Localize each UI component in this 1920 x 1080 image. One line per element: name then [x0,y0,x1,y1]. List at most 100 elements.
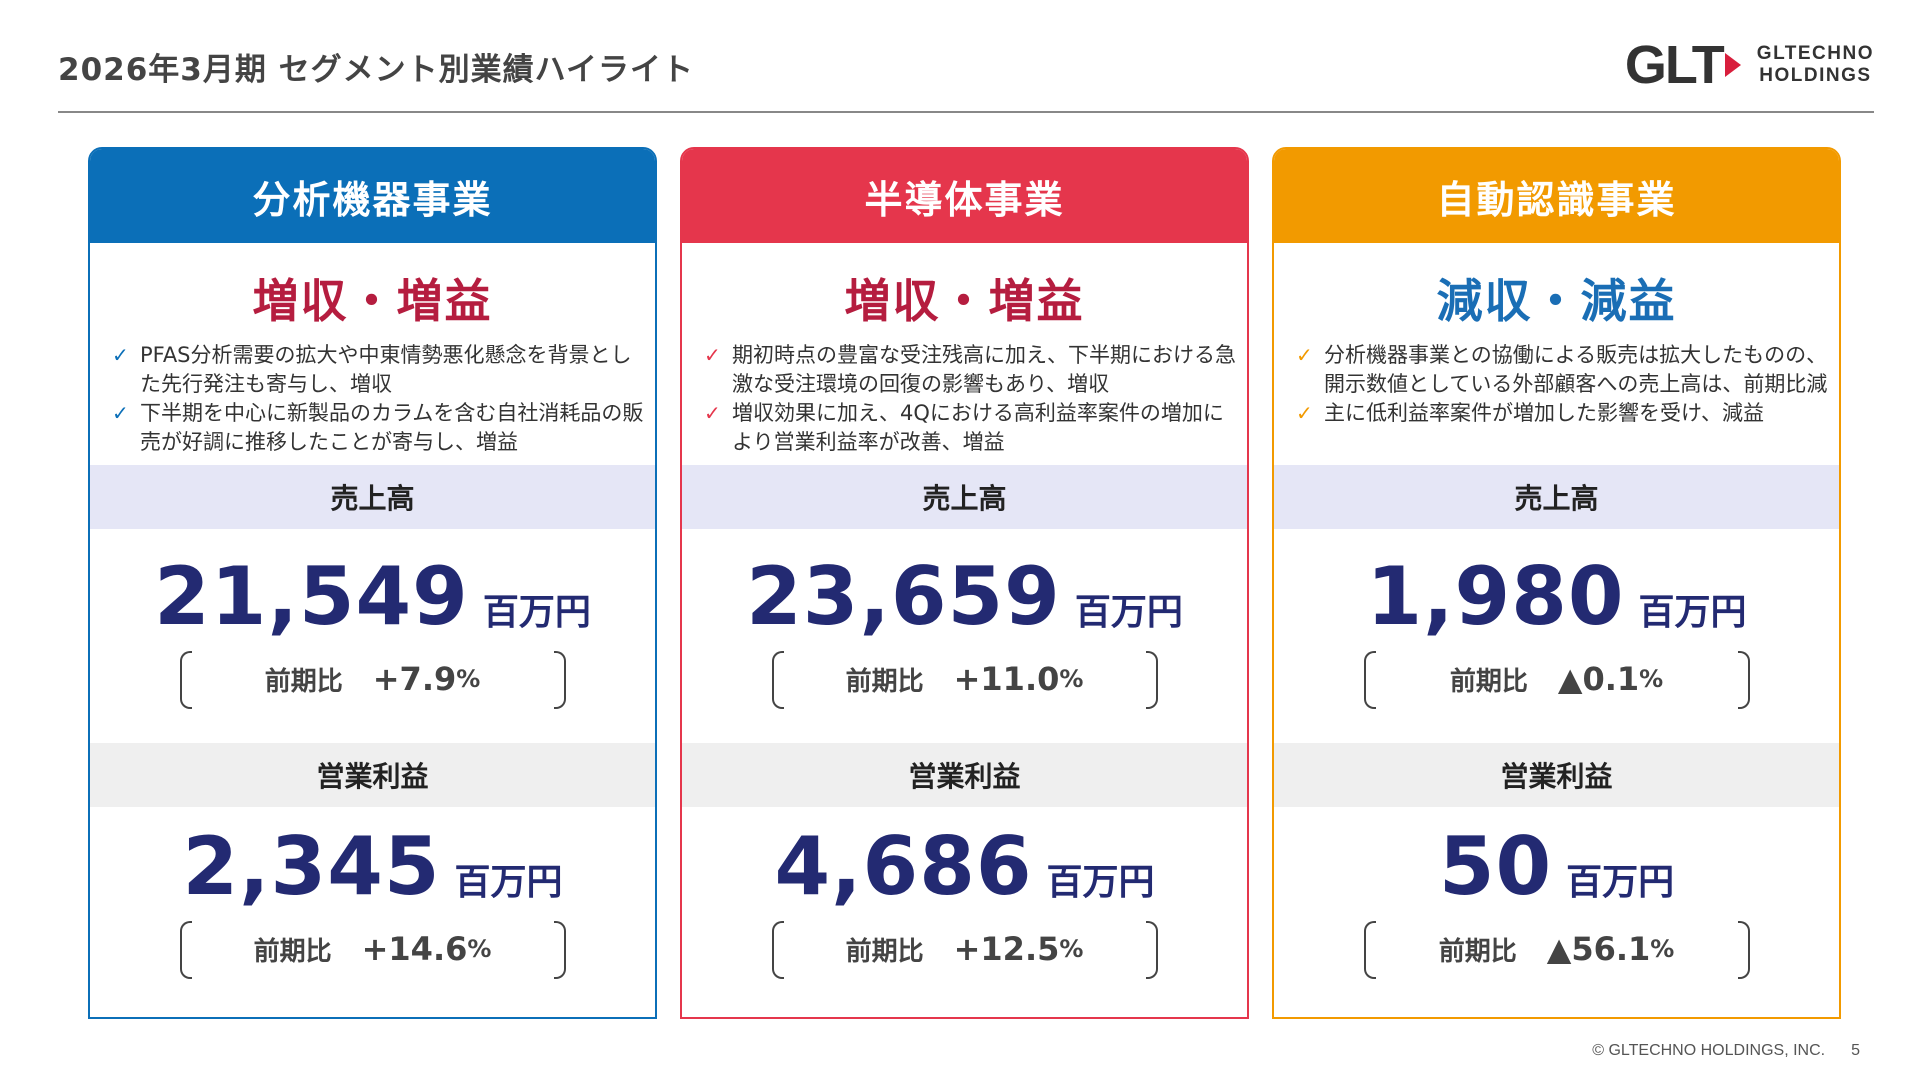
bullet-list: ✓ PFAS分析需要の拡大や中東情勢悪化懸念を背景とした先行発注も寄与し、増収 ✓… [90,341,655,465]
check-icon: ✓ [1296,343,1313,367]
logo-mark: GLT [1624,35,1725,95]
sales-label: 売上高 [682,465,1247,529]
yoy-label: 前期比 [264,666,343,697]
logo-line-2: HOLDINGS [1759,65,1872,86]
check-icon: ✓ [704,401,721,425]
bracket-right [1145,651,1158,709]
yoy-label: 前期比 [1438,936,1517,967]
profit-value: 2,345 [182,820,441,913]
yoy-label: 前期比 [845,666,924,697]
sales-value: 1,980 [1366,550,1625,643]
segment-card-auto-id: 自動認識事業 減収・減益 ✓ 分析機器事業との協働による販売は拡大したものの、開示… [1272,147,1841,1019]
yoy-value: +12.5 [953,930,1060,968]
bracket-right [1145,921,1158,979]
bullet-text: 分析機器事業との協働による販売は拡大したものの、開示数値としている外部顧客への売… [1324,343,1828,396]
segment-verdict: 増収・増益 [252,274,493,328]
yoy-value: +14.6 [361,930,468,968]
yoy-percent: % [1059,935,1084,963]
check-icon: ✓ [1296,401,1313,425]
profit-yoy: 前期比 ▲56.1 % [1363,921,1750,979]
yoy-label: 前期比 [253,936,332,967]
sales-label: 売上高 [1274,465,1839,529]
bullet-text: 増収効果に加え、4Qにおける高利益率案件の増加により営業利益率が改善、増益 [732,401,1224,454]
segment-verdict: 減収・減益 [1436,274,1677,328]
profit-unit: 百万円 [454,862,563,903]
bracket-left [1363,651,1376,709]
profit-yoy: 前期比 +14.6 % [179,921,566,979]
yoy-value: +7.9 [372,660,457,698]
sales-figure: 21,549 百万円 [90,557,655,637]
sales-value: 21,549 [154,550,469,643]
bullet-text: 主に低利益率案件が増加した影響を受け、減益 [1324,401,1764,425]
profit-figure: 2,345 百万円 [90,827,655,907]
sales-unit: 百万円 [482,592,591,633]
profit-label: 営業利益 [1274,743,1839,807]
bullet-list: ✓ 分析機器事業との協働による販売は拡大したものの、開示数値としている外部顧客への… [1274,341,1839,465]
logo-line-1: GLTECHNO [1756,43,1874,65]
sales-yoy: 前期比 +11.0 % [771,651,1158,709]
segment-title: 分析機器事業 [90,149,655,243]
profit-label: 営業利益 [682,743,1247,807]
bracket-right [1737,651,1750,709]
check-icon: ✓ [704,343,721,367]
yoy-label: 前期比 [845,936,924,967]
yoy-value: +11.0 [953,660,1060,698]
list-item: ✓ 下半期を中心に新製品のカラムを含む自社消耗品の販売が好調に推移したことが寄与し… [110,399,645,457]
logo-text: GLTECHNO HOLDINGS [1757,43,1874,87]
segment-title: 自動認識事業 [1274,149,1839,243]
list-item: ✓ 期初時点の豊富な受注残高に加え、下半期における急激な受注環境の回復の影響もあり… [702,341,1237,399]
segment-verdict: 増収・増益 [844,274,1085,328]
yoy-percent: % [456,665,481,693]
yoy-percent: % [1639,665,1664,693]
bracket-left [179,651,192,709]
yoy-value: ▲0.1 [1557,660,1640,698]
profit-unit: 百万円 [1046,862,1155,903]
bracket-right [553,651,566,709]
check-icon: ✓ [112,343,129,367]
yoy-percent: % [1650,935,1675,963]
bullet-text: 下半期を中心に新製品のカラムを含む自社消耗品の販売が好調に推移したことが寄与し、… [140,401,644,454]
yoy-label: 前期比 [1449,666,1528,697]
segment-card-analytical: 分析機器事業 増収・増益 ✓ PFAS分析需要の拡大や中東情勢悪化懸念を背景とした… [88,147,657,1019]
sales-figure: 23,659 百万円 [682,557,1247,637]
footer: © GLTECHNO HOLDINGS, INC. 5 [1592,1042,1860,1060]
profit-value: 50 [1438,820,1553,913]
bullet-text: 期初時点の豊富な受注残高に加え、下半期における急激な受注環境の回復の影響もあり、… [732,343,1236,396]
segment-card-semiconductor: 半導体事業 増収・増益 ✓ 期初時点の豊富な受注残高に加え、下半期における急激な受… [680,147,1249,1019]
list-item: ✓ 増収効果に加え、4Qにおける高利益率案件の増加により営業利益率が改善、増益 [702,399,1237,457]
bracket-left [1363,921,1376,979]
segment-title: 半導体事業 [682,149,1247,243]
bullet-list: ✓ 期初時点の豊富な受注残高に加え、下半期における急激な受注環境の回復の影響もあり… [682,341,1247,465]
bracket-right [553,921,566,979]
yoy-percent: % [467,935,492,963]
sales-value: 23,659 [746,550,1061,643]
bullet-text: PFAS分析需要の拡大や中東情勢悪化懸念を背景とした先行発注も寄与し、増収 [140,343,632,396]
yoy-percent: % [1059,665,1084,693]
list-item: ✓ 分析機器事業との協働による販売は拡大したものの、開示数値としている外部顧客への… [1294,341,1829,399]
sales-unit: 百万円 [1638,592,1747,633]
sales-figure: 1,980 百万円 [1274,557,1839,637]
profit-unit: 百万円 [1566,862,1675,903]
page-title: 2026年3月期 セグメント別業績ハイライト [58,52,695,88]
copyright: © GLTECHNO HOLDINGS, INC. [1592,1042,1826,1059]
bracket-right [1737,921,1750,979]
sales-yoy: 前期比 ▲0.1 % [1363,651,1750,709]
yoy-value: ▲56.1 [1546,930,1651,968]
sales-label: 売上高 [90,465,655,529]
profit-value: 4,686 [774,820,1033,913]
sales-yoy: 前期比 +7.9 % [179,651,566,709]
sales-unit: 百万円 [1074,592,1183,633]
check-icon: ✓ [112,401,129,425]
bracket-left [771,921,784,979]
list-item: ✓ 主に低利益率案件が増加した影響を受け、減益 [1294,399,1829,428]
page-number: 5 [1851,1042,1860,1059]
profit-yoy: 前期比 +12.5 % [771,921,1158,979]
logo-arrow-icon [1724,53,1741,77]
bracket-left [179,921,192,979]
profit-label: 営業利益 [90,743,655,807]
header-divider [58,111,1874,113]
profit-figure: 50 百万円 [1274,827,1839,907]
bracket-left [771,651,784,709]
list-item: ✓ PFAS分析需要の拡大や中東情勢悪化懸念を背景とした先行発注も寄与し、増収 [110,341,645,399]
profit-figure: 4,686 百万円 [682,827,1247,907]
